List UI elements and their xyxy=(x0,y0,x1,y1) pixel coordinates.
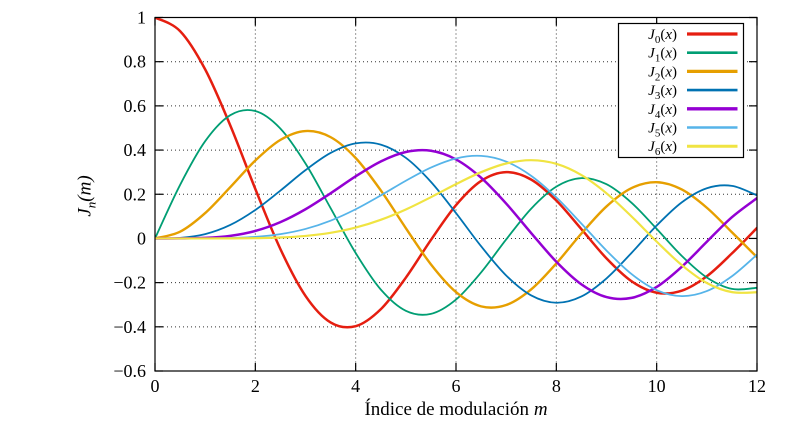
legend-item-J_6(x): J6(x) xyxy=(648,139,738,158)
y-tick-label: −0.4 xyxy=(113,317,146,337)
legend-label: J5(x) xyxy=(648,121,677,140)
curve-J_5(x) xyxy=(155,154,757,298)
y-axis-label-func: J xyxy=(74,208,96,217)
y-tick-label: −0.2 xyxy=(113,273,146,293)
x-tick-label: 8 xyxy=(552,376,561,396)
curve-J_1(x) xyxy=(155,109,757,316)
legend-label: J3(x) xyxy=(648,83,677,102)
curve-J_2(x) xyxy=(155,129,757,309)
y-axis-label: Jn(m) xyxy=(74,175,99,217)
x-tick-label: 4 xyxy=(351,376,360,396)
x-axis-label: Índice de modulación m xyxy=(364,399,547,421)
curve-J_0(x) xyxy=(155,17,757,329)
y-axis-label-sub: n xyxy=(83,201,99,209)
legend-label: J1(x) xyxy=(648,46,677,65)
legend-item-J_3(x): J3(x) xyxy=(648,83,738,102)
x-tick-label: 0 xyxy=(151,376,160,396)
y-axis-label-var: m xyxy=(74,181,96,196)
x-tick-label: 12 xyxy=(748,376,766,396)
tick-labels: 0 2 4 6 8 10 12 1 0.8 0.6 0.4 0.2 0 −0.2 −0.4 −0.6 xyxy=(113,8,766,397)
legend-item-J_2(x): J2(x) xyxy=(648,64,738,83)
legend-label: J6(x) xyxy=(648,139,677,158)
legend-item-J_4(x): J4(x) xyxy=(648,102,738,121)
y-tick-label: 1 xyxy=(137,8,146,28)
legend-label: J2(x) xyxy=(648,64,677,83)
legend-item-J_5(x): J5(x) xyxy=(648,121,738,140)
x-tick-label: 10 xyxy=(648,376,666,396)
curves xyxy=(155,17,757,329)
legend-item-J_1(x): J1(x) xyxy=(648,46,738,65)
y-tick-label: −0.6 xyxy=(113,361,146,381)
x-axis-label-var: m xyxy=(533,399,548,420)
curve-J_3(x) xyxy=(155,141,757,304)
legend-label: J0(x) xyxy=(648,27,677,46)
y-tick-label: 0.8 xyxy=(124,52,147,72)
legend-item-J_0(x): J0(x) xyxy=(648,27,738,46)
x-tick-label: 2 xyxy=(251,376,260,396)
y-tick-label: 0.4 xyxy=(124,140,147,160)
curve-J_6(x) xyxy=(155,159,757,294)
x-axis-label-text: Índice de modulación xyxy=(364,399,530,420)
legend-label: J4(x) xyxy=(648,102,677,121)
y-tick-label: 0 xyxy=(137,228,146,248)
y-tick-label: 0.2 xyxy=(124,184,147,204)
y-tick-label: 0.6 xyxy=(124,96,147,116)
curve-J_4(x) xyxy=(155,148,757,301)
legend: J0(x)J1(x)J2(x)J3(x)J4(x)J5(x)J6(x) xyxy=(617,22,745,158)
x-tick-label: 6 xyxy=(452,376,461,396)
plot-border xyxy=(154,16,758,372)
